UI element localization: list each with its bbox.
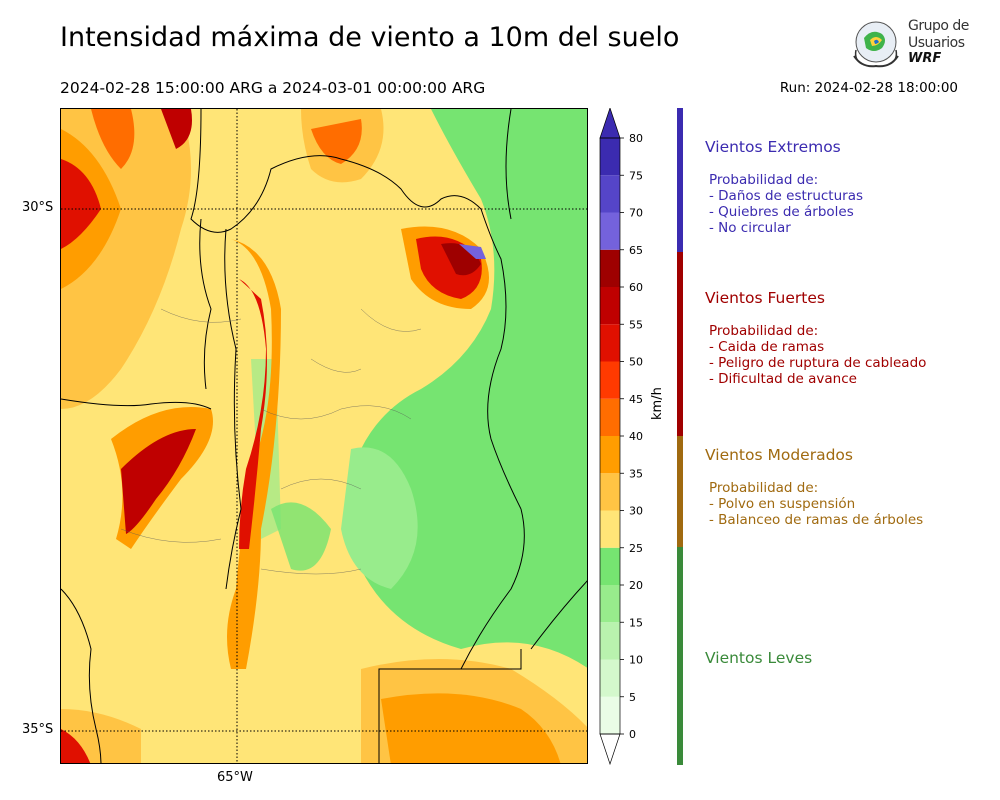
category-title-vientos-extremos: Vientos Extremos <box>705 138 841 156</box>
logo-text-line1: Grupo de <box>908 18 969 34</box>
colorbar-tick-label-25: 25 <box>629 542 643 555</box>
colorbar-tick-label-15: 15 <box>629 616 643 629</box>
category-band-vientos-extremos <box>677 108 683 252</box>
category-line: Probabilidad de: <box>709 480 819 496</box>
valid-period: 2024-02-28 15:00:00 ARG a 2024-03-01 00:… <box>60 79 486 97</box>
colorbar-tick-label-35: 35 <box>629 467 643 480</box>
colorbar-swatch-15 <box>600 138 620 176</box>
colorbar-unit: km/h <box>650 387 665 420</box>
category-line: - Quiebres de árboles <box>709 204 854 220</box>
colorbar-tick-label-30: 30 <box>629 505 643 518</box>
colorbar-swatch-2 <box>600 622 620 660</box>
category-title-vientos-fuertes: Vientos Fuertes <box>705 289 825 307</box>
category-line: Probabilidad de: <box>709 323 819 339</box>
colorbar-tick-label-55: 55 <box>629 318 643 331</box>
colorbar-swatch-7 <box>600 436 620 474</box>
wind-map <box>60 108 588 764</box>
colorbar-swatch-12 <box>600 249 620 287</box>
colorbar-swatch-6 <box>600 473 620 511</box>
colorbar-min-extension <box>599 733 621 766</box>
category-band-vientos-leves <box>677 547 683 765</box>
category-line: - Peligro de ruptura de cableado <box>709 355 927 371</box>
colorbar-tick-label-5: 5 <box>629 691 636 704</box>
colorbar-tick-label-75: 75 <box>629 169 643 182</box>
category-description-vientos-moderados: Probabilidad de: - Polvo en suspensión - B… <box>709 480 923 528</box>
colorbar-swatch-11 <box>600 287 620 325</box>
map-title: Intensidad máxima de viento a 10m del su… <box>60 22 680 53</box>
colorbar-swatch-3 <box>600 585 620 623</box>
colorbar-max-extension <box>599 108 621 139</box>
colorbar-tick-label-10: 10 <box>629 654 643 667</box>
category-band-vientos-fuertes <box>677 252 683 436</box>
lon-label-65w: 65°W <box>217 770 253 785</box>
colorbar-swatch-8 <box>600 398 620 436</box>
colorbar-swatch-9 <box>600 361 620 399</box>
colorbar: 0 5 10 15 20 25 30 35 40 45 50 55 60 65 70 75 80 <box>599 108 643 766</box>
colorbar-swatch-10 <box>600 324 620 362</box>
colorbar-swatch-13 <box>600 212 620 250</box>
colorbar-swatch-0 <box>600 696 620 734</box>
category-description-vientos-extremos: Probabilidad de: - Daños de estructuras - … <box>709 172 863 236</box>
run-time: Run: 2024-02-28 18:00:00 <box>779 80 958 96</box>
category-line: - Balanceo de ramas de árboles <box>709 512 924 528</box>
category-line: - Polvo en suspensión <box>709 496 856 512</box>
colorbar-tick-label-40: 40 <box>629 430 643 443</box>
lat-label-30s: 30°S <box>22 200 54 215</box>
colorbar-tick-label-80: 80 <box>629 132 643 145</box>
category-description-vientos-fuertes: Probabilidad de: - Caida de ramas - Peligr… <box>709 323 926 387</box>
category-line: - No circular <box>709 220 791 236</box>
colorbar-tick-label-65: 65 <box>629 244 643 257</box>
logo-text-line2: Usuarios <box>908 35 965 51</box>
category-title-vientos-moderados: Vientos Moderados <box>705 446 853 464</box>
colorbar-tick-label-50: 50 <box>629 356 643 369</box>
category-line: Probabilidad de: <box>709 172 819 188</box>
colorbar-tick-label-70: 70 <box>629 207 643 220</box>
colorbar-swatch-4 <box>600 547 620 585</box>
category-line: - Caida de ramas <box>709 339 825 355</box>
wind-field <box>61 109 587 763</box>
colorbar-swatch-5 <box>600 510 620 548</box>
category-line: - Dificultad de avance <box>709 371 857 387</box>
colorbar-tick-label-45: 45 <box>629 393 643 406</box>
grupo-wrf-logo: Grupo de Usuarios WRF <box>848 16 973 72</box>
lat-label-35s: 35°S <box>22 722 54 737</box>
globe-icon <box>853 21 899 68</box>
category-band-vientos-moderados <box>677 436 683 547</box>
category-title-vientos-leves: Vientos Leves <box>705 649 813 667</box>
logo-text-line3: WRF <box>908 51 942 66</box>
category-line: - Daños de estructuras <box>709 188 864 204</box>
colorbar-tick-label-60: 60 <box>629 281 643 294</box>
colorbar-tick-label-20: 20 <box>629 579 643 592</box>
colorbar-swatch-14 <box>600 175 620 213</box>
colorbar-tick-label-0: 0 <box>629 728 636 741</box>
colorbar-swatch-1 <box>600 659 620 697</box>
